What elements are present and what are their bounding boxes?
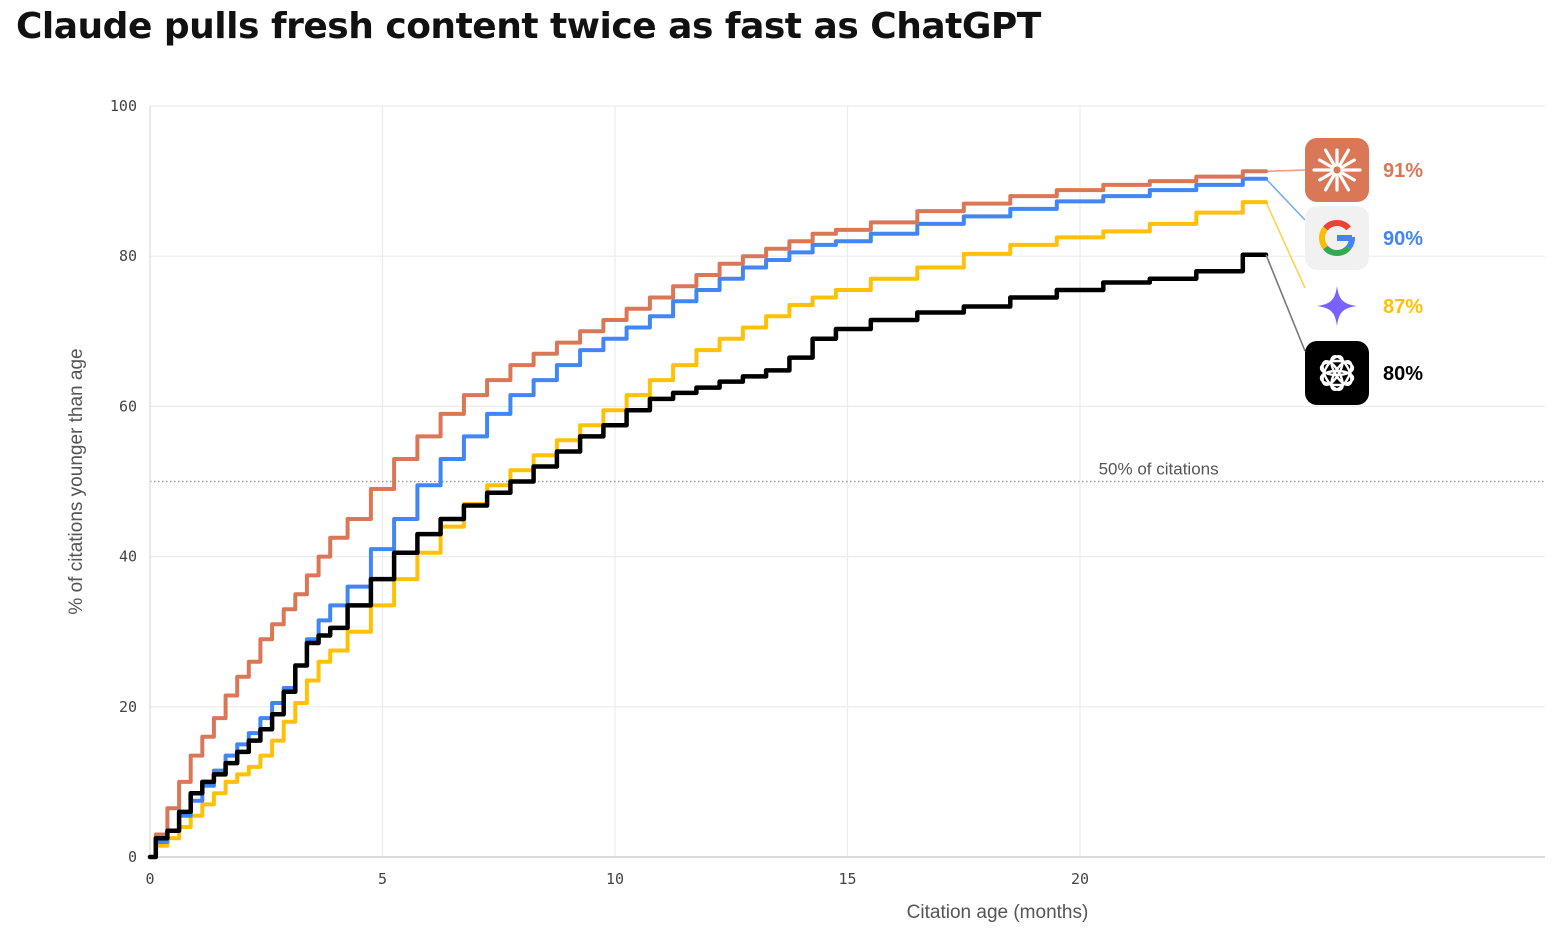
gemini-logo-icon xyxy=(1317,286,1357,326)
series-line-claude xyxy=(148,169,1268,859)
y-tick-label: 60 xyxy=(119,397,137,415)
chart-title: Claude pulls fresh content twice as fast… xyxy=(16,6,1041,47)
claude-logo-icon xyxy=(1305,138,1369,202)
connector-claude xyxy=(1265,169,1306,173)
end-label-google: 90% xyxy=(1383,228,1423,250)
x-tick-label: 15 xyxy=(838,870,856,888)
series-lines xyxy=(147,169,1269,860)
y-tick-label: 40 xyxy=(119,548,137,566)
grid xyxy=(149,105,1545,858)
reference-line-label: 50% of citations xyxy=(1099,460,1219,479)
end-label-chatgpt: 80% xyxy=(1383,363,1423,385)
connector-gemini xyxy=(1265,201,1306,289)
legend-connectors xyxy=(1265,169,1306,352)
end-label-claude: 91% xyxy=(1383,160,1423,182)
y-tick-labels: 0 20 40 60 80 100 xyxy=(110,97,137,866)
openai-logo-icon xyxy=(1305,341,1369,405)
google-logo-icon xyxy=(1305,206,1369,270)
connector-google xyxy=(1265,178,1306,221)
y-tick-label: 20 xyxy=(119,698,137,716)
x-tick-label: 10 xyxy=(606,870,624,888)
series-line-google xyxy=(148,176,1268,859)
connector-chatgpt xyxy=(1265,254,1306,352)
y-tick-label: 100 xyxy=(110,97,137,115)
y-axis-label: % of citations younger than age xyxy=(66,348,87,614)
series-line-gemini xyxy=(148,200,1268,859)
axes xyxy=(149,106,1545,858)
x-tick-label: 5 xyxy=(378,870,387,888)
x-tick-label: 0 xyxy=(145,870,154,888)
end-label-gemini: 87% xyxy=(1383,296,1423,318)
x-tick-labels: 0 5 10 15 20 xyxy=(145,870,1089,888)
end-legend: 91% 90% 87% 80% xyxy=(1305,138,1423,405)
x-axis-label: Citation age (months) xyxy=(907,902,1089,923)
y-tick-label: 80 xyxy=(119,247,137,265)
series-line-chatgpt xyxy=(147,252,1269,860)
y-tick-label: 0 xyxy=(128,848,137,866)
x-tick-label: 20 xyxy=(1071,870,1089,888)
